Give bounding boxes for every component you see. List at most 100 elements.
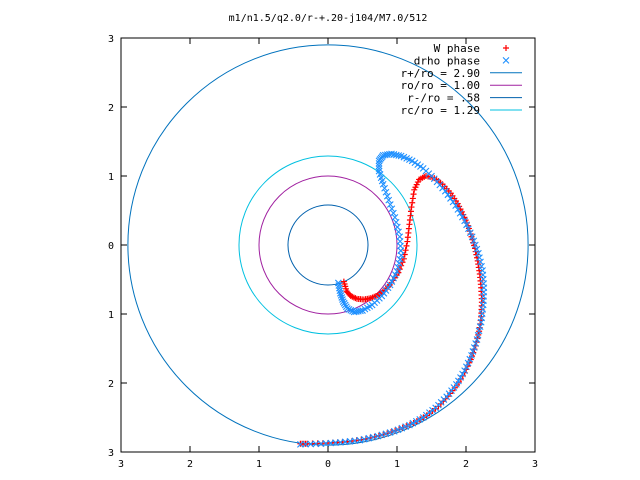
drho-phase-point <box>343 305 351 312</box>
x-tick-label: 2 <box>187 459 193 470</box>
drho-phase-point <box>375 167 383 175</box>
drho-phase-point <box>389 209 397 217</box>
drho-phase-point <box>339 296 346 303</box>
drho-phase-point <box>375 160 383 167</box>
x-tick-label: 1 <box>394 459 400 470</box>
drho-phase-point <box>302 440 309 448</box>
drho-phase-point <box>461 367 469 374</box>
x-tick-label: 1 <box>256 459 262 470</box>
drho-phase-point <box>447 195 454 202</box>
drho-phase-point <box>383 192 391 200</box>
drho-phase-point <box>466 355 474 363</box>
drho-phase-point <box>395 152 403 159</box>
radius-circle <box>238 155 418 335</box>
legend-sample-plus <box>503 45 509 51</box>
drho-phase-point <box>466 229 474 237</box>
drho-phase-point <box>335 284 343 292</box>
legend-sample-cross <box>502 57 510 64</box>
drho-phase-point <box>452 202 460 210</box>
legend-label: W phase <box>434 42 480 55</box>
w-phase-point <box>409 195 416 202</box>
w-phase-point <box>409 199 416 206</box>
data-points <box>297 150 488 448</box>
drho-phase-point <box>382 188 390 196</box>
drho-phase-point <box>464 359 472 367</box>
drho-phase-point <box>462 363 470 371</box>
drho-phase-point <box>444 191 452 199</box>
radius-circle <box>287 204 369 286</box>
drho-phase-point <box>386 281 394 289</box>
drho-phase-point <box>473 336 481 343</box>
drho-phase-point <box>395 259 403 267</box>
drho-phase-point <box>391 214 399 221</box>
drho-phase-point <box>457 374 464 381</box>
w-phase-point <box>472 248 479 255</box>
drho-phase-point <box>394 426 402 434</box>
radius-circle <box>258 175 398 315</box>
drho-phase-point <box>470 237 478 245</box>
y-tick-label: 1 <box>108 310 114 321</box>
drho-phase-point <box>465 225 472 233</box>
drho-phase-point <box>455 377 462 385</box>
drho-phase-point <box>375 162 383 170</box>
drho-phase-point <box>375 165 383 172</box>
drho-phase-point <box>412 417 420 425</box>
y-tick-label: 2 <box>108 103 114 114</box>
drho-phase-point <box>338 294 346 301</box>
drho-phase-point <box>334 279 342 287</box>
legend-label: drho phase <box>414 54 480 67</box>
drho-phase-point <box>335 282 343 289</box>
drho-phase-point <box>398 424 406 432</box>
drho-phase-point <box>441 187 449 195</box>
drho-phase-point <box>461 217 469 225</box>
drho-phase-point <box>317 440 325 448</box>
legend-label: rc/ro = 1.29 <box>401 104 480 117</box>
drho-phase-point <box>396 233 404 241</box>
drho-phase-point <box>470 344 478 351</box>
w-phase-point <box>410 191 417 198</box>
drho-phase-point <box>478 262 485 270</box>
drho-phase-point <box>382 430 390 438</box>
drho-phase-point <box>468 233 476 241</box>
x-tick-label: 2 <box>463 459 469 470</box>
drho-phase-point <box>468 352 475 359</box>
drho-phase-point <box>471 241 479 249</box>
y-tick-label: 2 <box>108 379 114 390</box>
drho-phase-point <box>297 441 304 448</box>
drho-phase-point <box>337 289 344 297</box>
drho-phase-point <box>402 423 410 431</box>
drho-phase-point <box>386 429 394 436</box>
drho-phase-point <box>392 218 400 226</box>
w-phase-point <box>402 247 409 254</box>
drho-phase-point <box>449 198 457 206</box>
drho-phase-point <box>347 306 355 314</box>
drho-phase-point <box>394 263 402 271</box>
drho-phase-point <box>395 228 402 236</box>
drho-phase-point <box>390 427 398 435</box>
y-tick-label: 0 <box>108 241 114 252</box>
drho-phase-point <box>345 305 353 313</box>
drho-phase-point <box>388 205 396 213</box>
drho-phase-point <box>396 255 404 263</box>
drho-phase-point <box>357 307 364 315</box>
y-tick-label: 1 <box>108 172 114 183</box>
legend-label: ro/ro = 1.00 <box>401 79 480 92</box>
w-phase-point <box>400 255 407 262</box>
drho-phase-point <box>307 440 315 448</box>
drho-phase-point <box>473 245 481 253</box>
drho-phase-point <box>390 274 397 282</box>
drho-phase-point <box>409 419 417 427</box>
drho-phase-point <box>385 196 393 204</box>
drho-phase-point <box>454 206 462 213</box>
chart-title: m1/n1.5/q2.0/r-+.20-j104/M7.0/512 <box>229 13 428 24</box>
x-tick-label: 3 <box>118 459 124 470</box>
y-tick-label: 3 <box>108 448 114 459</box>
drho-phase-point <box>419 414 427 421</box>
w-phase-point <box>408 204 415 211</box>
drho-phase-point <box>469 348 477 355</box>
drho-phase-point <box>472 340 480 347</box>
drho-phase-point <box>393 223 401 231</box>
